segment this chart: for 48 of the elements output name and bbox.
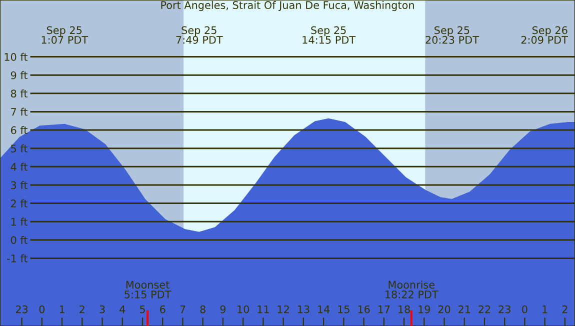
y-tick-label: 8 ft: [10, 89, 28, 98]
y-tick-label: 0 ft: [10, 236, 28, 244]
x2-tick-label: Sep 25 1:07 PDT: [42, 26, 88, 44]
x-tick-label: 16: [358, 305, 370, 314]
x-tick-label: 5: [140, 305, 145, 314]
x-tick-label: 12: [278, 305, 289, 314]
x-tick-label: 2: [80, 305, 84, 314]
x-tick-label: 6: [160, 305, 166, 314]
x-tick-label: 9: [220, 305, 226, 314]
x-tick-label: 11: [258, 305, 269, 314]
x2-tick-label: Sep 25 20:23 PDT: [426, 26, 479, 44]
x-tick-label: 1: [542, 305, 548, 314]
x-tick-label: 21: [458, 305, 470, 314]
ref-line-label: Moonset 5:15 PDT: [124, 280, 172, 298]
y-tick-label: 2 ft: [11, 199, 28, 208]
y-tick-label: -1 ft: [7, 254, 28, 262]
x-tick-label: 17: [378, 305, 390, 314]
x-tick-label: 7: [180, 305, 186, 314]
x-tick-label: 13: [298, 305, 310, 314]
chart-title: Port Angeles, Strait Of Juan De Fuca, Washington: [161, 0, 414, 12]
x2-tick-label: Sep 26 2:09 PDT: [521, 26, 568, 44]
x2-tick-label: Sep 25 7:49 PDT: [176, 26, 223, 44]
x-tick-label: 15: [338, 305, 350, 314]
x-tick-label: 0: [522, 305, 528, 314]
x-tick-label: 19: [418, 305, 430, 314]
x-tick-label: 23: [16, 305, 28, 314]
y-tick-label: 7 ft: [11, 108, 28, 116]
x-tick-label: 4: [120, 305, 126, 314]
y-tick-label: 6 ft: [11, 126, 28, 134]
x-tick-label: 23: [498, 305, 510, 314]
y-tick-label: 10 ft: [4, 52, 28, 61]
y-tick-label: 5 ft: [11, 144, 28, 152]
x-tick-label: 1: [60, 305, 64, 314]
x-tick-label: 10: [238, 305, 250, 314]
x-tick-label: 8: [200, 305, 206, 314]
y-tick-label: 4 ft: [10, 162, 28, 171]
y-tick-label: 3 ft: [11, 181, 28, 190]
x-tick-label: 3: [100, 305, 105, 314]
y-tick-label: 9 ft: [10, 71, 28, 80]
x-tick-label: 0: [39, 305, 45, 314]
x2-tick-label: Sep 25 14:15 PDT: [302, 26, 356, 44]
ref-line-label: Moonrise 18:22 PDT: [386, 280, 438, 298]
x-tick-label: 22: [478, 305, 490, 314]
x-tick-label: 18: [398, 305, 410, 314]
x-tick-label: 2: [562, 305, 568, 314]
y-tick-label: 1 ft: [11, 218, 28, 226]
x-tick-label: 14: [318, 305, 330, 314]
x-tick-label: 20: [438, 305, 450, 314]
